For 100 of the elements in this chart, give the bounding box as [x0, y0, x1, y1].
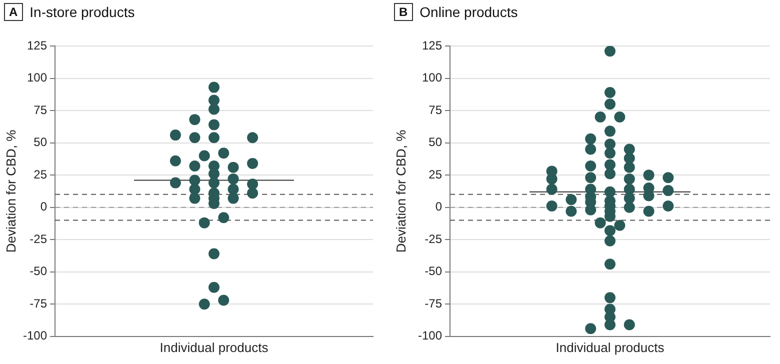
point — [546, 166, 558, 177]
y-tick-label: -75 — [424, 296, 442, 310]
point — [208, 132, 220, 144]
y-tick-label: 125 — [26, 38, 48, 52]
point — [604, 86, 616, 98]
point — [662, 185, 674, 196]
point — [208, 104, 220, 115]
point — [624, 202, 635, 213]
point — [604, 126, 616, 137]
point — [604, 46, 616, 57]
point — [228, 192, 239, 204]
point — [604, 98, 616, 110]
y-tick-label: 75 — [34, 102, 48, 117]
y-axis-title: Deviation for CBD, % — [3, 129, 18, 253]
point — [585, 160, 596, 172]
point — [208, 177, 220, 188]
x-axis-title: Individual products — [160, 340, 269, 355]
point — [585, 323, 596, 334]
y-tick-label: -100 — [22, 328, 48, 343]
point — [585, 144, 596, 155]
point — [228, 162, 239, 173]
point — [208, 282, 220, 293]
y-tick-label: 50 — [428, 135, 442, 150]
point — [614, 111, 626, 122]
point — [604, 235, 616, 246]
y-tick-label: 100 — [422, 70, 442, 85]
point — [189, 114, 200, 126]
point — [208, 248, 220, 260]
point — [604, 159, 616, 170]
point — [614, 220, 626, 231]
point — [189, 174, 200, 186]
y-tick-label: 0 — [435, 200, 442, 214]
y-tick-label: 25 — [34, 167, 48, 182]
chart-title: In-store products — [30, 4, 135, 20]
point — [594, 111, 606, 122]
point — [624, 192, 635, 204]
point — [247, 158, 258, 169]
point — [643, 182, 654, 194]
point — [624, 319, 635, 330]
y-axis-title: Deviation for CBD, % — [393, 129, 408, 253]
point — [189, 160, 200, 172]
point — [189, 192, 200, 204]
y-tick-label: 50 — [34, 135, 48, 150]
point — [662, 172, 674, 184]
point — [228, 184, 239, 195]
point — [208, 119, 220, 130]
point — [624, 144, 635, 155]
point — [643, 170, 654, 181]
point — [604, 225, 616, 236]
point — [189, 132, 200, 144]
y-tick-label: 100 — [26, 70, 48, 85]
point — [604, 304, 616, 315]
point — [624, 152, 635, 164]
point — [198, 150, 210, 162]
y-tick-label: 75 — [428, 102, 442, 117]
y-tick-label: -25 — [30, 232, 48, 246]
point — [228, 173, 239, 184]
point — [218, 294, 230, 306]
point — [604, 258, 616, 270]
point — [208, 82, 220, 93]
point — [247, 132, 258, 144]
point — [170, 130, 181, 141]
point — [624, 162, 635, 173]
y-tick-label: -50 — [30, 264, 48, 278]
text: B — [394, 3, 413, 21]
chart-title: Online products — [420, 4, 518, 20]
y-tick-label: -50 — [424, 264, 442, 278]
point — [604, 168, 616, 180]
y-tick-label: -25 — [424, 232, 442, 246]
point — [170, 155, 181, 166]
point — [546, 200, 558, 212]
point — [585, 172, 596, 184]
point — [247, 178, 258, 190]
point — [624, 184, 635, 195]
point — [585, 184, 596, 195]
point — [189, 184, 200, 195]
point — [198, 217, 210, 228]
y-tick-label: -75 — [30, 296, 48, 310]
point — [170, 177, 181, 188]
x-axis-title: Individual products — [556, 340, 665, 355]
point — [604, 292, 616, 304]
point — [604, 186, 616, 198]
y-tick-label: 125 — [422, 38, 442, 52]
point — [662, 200, 674, 212]
point — [624, 173, 635, 184]
point — [218, 148, 230, 159]
point — [585, 133, 596, 144]
point — [208, 94, 220, 106]
point — [546, 184, 558, 195]
text: A — [4, 3, 23, 21]
point — [594, 217, 606, 228]
y-tick-label: 0 — [40, 200, 48, 214]
y-tick-label: 25 — [428, 167, 442, 182]
point — [604, 148, 616, 159]
point — [198, 298, 210, 310]
point — [604, 138, 616, 150]
point — [643, 206, 654, 217]
point — [566, 194, 577, 206]
y-tick-label: -100 — [418, 328, 442, 343]
point — [218, 212, 230, 224]
